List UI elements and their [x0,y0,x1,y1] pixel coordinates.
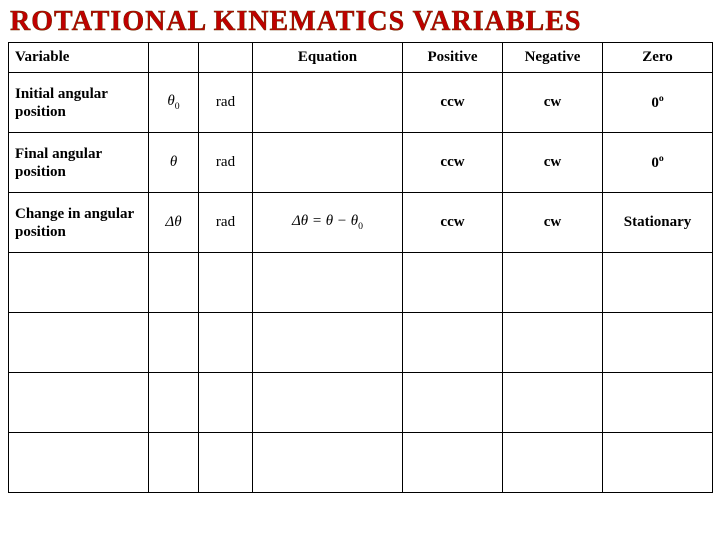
cell-positive [403,313,503,373]
cell-positive [403,373,503,433]
cell-symbol: θ [149,133,199,193]
cell-zero [603,373,713,433]
cell-zero: 0o [603,73,713,133]
cell-symbol: θ0 [149,73,199,133]
cell-equation [253,133,403,193]
cell-positive [403,433,503,493]
cell-unit: rad [199,73,253,133]
table-row: Initial angular position θ0 rad ccw cw 0… [9,73,713,133]
cell-unit: rad [199,193,253,253]
cell-zero: Stationary [603,193,713,253]
cell-unit [199,313,253,373]
cell-variable: Final angular position [9,133,149,193]
cell-zero [603,313,713,373]
kinematics-table: Variable Equation Positive Negative Zero… [8,42,713,493]
cell-symbol [149,313,199,373]
cell-negative: cw [503,193,603,253]
cell-equation [253,373,403,433]
cell-unit [199,253,253,313]
cell-equation [253,73,403,133]
cell-positive: ccw [403,193,503,253]
cell-equation: Δθ = θ − θ0 [253,193,403,253]
header-equation: Equation [253,43,403,73]
cell-symbol [149,253,199,313]
cell-unit: rad [199,133,253,193]
cell-equation [253,313,403,373]
cell-negative [503,313,603,373]
cell-variable [9,313,149,373]
cell-variable: Initial angular position [9,73,149,133]
header-unit [199,43,253,73]
cell-symbol [149,433,199,493]
page-container: ROTATIONAL KINEMATICS VARIABLES Variable… [0,0,720,540]
cell-unit [199,373,253,433]
cell-symbol [149,373,199,433]
table-row: Change in angular position Δθ rad Δθ = θ… [9,193,713,253]
cell-equation [253,253,403,313]
cell-positive: ccw [403,73,503,133]
page-title: ROTATIONAL KINEMATICS VARIABLES [10,6,712,38]
cell-variable [9,253,149,313]
cell-positive [403,253,503,313]
cell-zero [603,253,713,313]
header-symbol [149,43,199,73]
table-row [9,433,713,493]
cell-negative [503,373,603,433]
cell-positive: ccw [403,133,503,193]
header-negative: Negative [503,43,603,73]
header-positive: Positive [403,43,503,73]
header-zero: Zero [603,43,713,73]
cell-symbol: Δθ [149,193,199,253]
cell-zero [603,433,713,493]
table-row [9,373,713,433]
cell-negative [503,253,603,313]
cell-unit [199,433,253,493]
cell-negative: cw [503,133,603,193]
table-row: Final angular position θ rad ccw cw 0o [9,133,713,193]
cell-variable [9,373,149,433]
cell-zero: 0o [603,133,713,193]
cell-negative: cw [503,73,603,133]
table-header-row: Variable Equation Positive Negative Zero [9,43,713,73]
header-variable: Variable [9,43,149,73]
table-row [9,253,713,313]
cell-negative [503,433,603,493]
cell-variable [9,433,149,493]
cell-equation [253,433,403,493]
table-row [9,313,713,373]
cell-variable: Change in angular position [9,193,149,253]
